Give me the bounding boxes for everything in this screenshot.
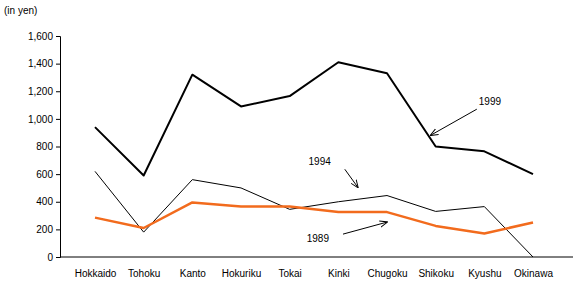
x-tick: Kyushu	[468, 257, 501, 279]
series-label: 1994	[309, 156, 332, 167]
y-tick-mark	[56, 36, 60, 37]
y-tick-mark	[56, 174, 60, 175]
y-tick: 600	[36, 169, 60, 180]
y-tick-label: 1,400	[28, 58, 53, 69]
x-tick-label: Hokkaido	[75, 268, 117, 279]
x-tick: Shikoku	[418, 257, 454, 279]
x-tick-label: Hokuriku	[222, 268, 261, 279]
y-tick-mark	[56, 202, 60, 203]
y-tick-label: 600	[36, 169, 53, 180]
x-tick: Okinawa	[514, 257, 553, 279]
y-tick-mark	[56, 91, 60, 92]
y-tick-label: 400	[36, 196, 53, 207]
y-tick: 1,000	[28, 114, 60, 125]
series-line	[95, 62, 533, 175]
x-tick-label: Tokai	[278, 268, 301, 279]
y-tick-mark	[56, 147, 60, 148]
x-tick: Chugoku	[367, 257, 407, 279]
x-tick: Tokai	[278, 257, 301, 279]
x-axis-line	[60, 257, 573, 258]
y-tick: 400	[36, 196, 60, 207]
x-tick-label: Kyushu	[468, 268, 501, 279]
y-tick-mark	[56, 64, 60, 65]
series-line	[95, 171, 533, 257]
y-tick: 1,200	[28, 86, 60, 97]
y-tick: 1,400	[28, 58, 60, 69]
x-tick-label: Tohoku	[128, 268, 160, 279]
y-axis: 0 200 400 600 800 1,000 1,200 1,400 1,600	[28, 31, 61, 263]
series-label: 1999	[479, 96, 502, 107]
y-tick: 0	[47, 252, 60, 263]
callout-arrow	[345, 169, 358, 187]
y-axis-line	[56, 37, 61, 258]
x-tick-label: Kanto	[180, 268, 207, 279]
x-tick-label: Kinki	[328, 268, 350, 279]
callout-arrow	[343, 222, 387, 234]
y-tick-mark	[56, 119, 60, 120]
chart: 0 200 400 600 800 1,000 1,200 1,400 1,600 Hokkaid…	[0, 0, 583, 301]
series-line	[95, 202, 533, 233]
series-label: 1989	[307, 233, 330, 244]
y-tick-mark	[56, 229, 60, 230]
y-tick-label: 0	[47, 252, 53, 263]
x-tick: Hokuriku	[222, 257, 261, 279]
x-tick-label: Shikoku	[418, 268, 454, 279]
y-tick-mark	[56, 257, 60, 258]
plot-area	[95, 62, 533, 257]
y-tick: 800	[36, 141, 60, 152]
x-tick: Tohoku	[128, 257, 160, 279]
y-tick: 1,600	[28, 31, 60, 42]
y-axis-title: (in yen)	[4, 5, 37, 16]
y-tick-label: 800	[36, 141, 53, 152]
y-tick-label: 1,200	[28, 86, 53, 97]
y-tick-label: 200	[36, 224, 53, 235]
callout-arrow	[431, 109, 477, 135]
x-tick-label: Chugoku	[367, 268, 407, 279]
x-tick: Hokkaido	[75, 257, 117, 279]
y-tick: 200	[36, 224, 60, 235]
y-tick-label: 1,000	[28, 114, 53, 125]
series-labels: 1999 1994 1989	[307, 96, 502, 244]
x-tick: Kanto	[180, 257, 207, 279]
x-tick: Kinki	[328, 257, 350, 279]
x-axis: Hokkaido Tohoku Kanto Hokuriku Tokai Kinki Chu…	[60, 257, 573, 279]
x-tick-label: Okinawa	[514, 268, 553, 279]
y-tick-label: 1,600	[28, 31, 53, 42]
